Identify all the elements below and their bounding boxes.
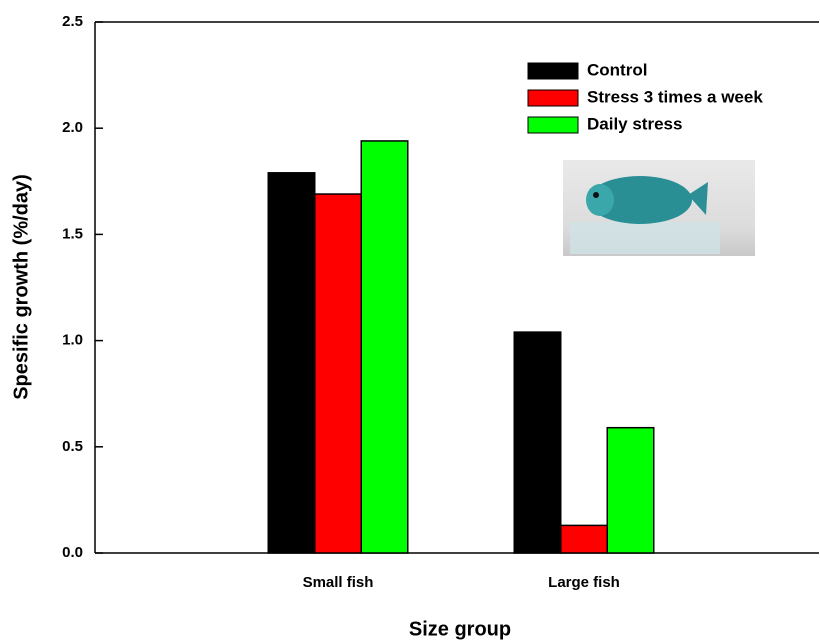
bar bbox=[560, 524, 608, 554]
bar bbox=[513, 331, 562, 554]
y-tick-label: 1.0 bbox=[62, 332, 83, 349]
legend-swatch bbox=[527, 116, 579, 134]
legend-swatch bbox=[527, 62, 579, 80]
y-tick-label: 1.5 bbox=[62, 225, 83, 242]
x-axis-title: Size group bbox=[409, 618, 511, 640]
fish-photo bbox=[563, 160, 755, 256]
legend-label: Stress 3 times a week bbox=[587, 87, 763, 106]
y-tick-label: 2.5 bbox=[62, 13, 83, 30]
y-tick-label: 2.0 bbox=[62, 119, 83, 136]
bar bbox=[314, 193, 362, 554]
y-axis-title: Spesific growth (%/day) bbox=[10, 174, 32, 400]
legend-label: Control bbox=[587, 60, 647, 79]
legend-swatch bbox=[527, 89, 579, 107]
bar bbox=[606, 426, 655, 554]
x-tick-label: Small fish bbox=[303, 574, 374, 591]
bar bbox=[360, 140, 409, 554]
y-tick-label: 0.5 bbox=[62, 438, 83, 455]
x-tick-label: Large fish bbox=[548, 574, 620, 591]
bar bbox=[267, 172, 316, 554]
y-tick-label: 0.0 bbox=[62, 544, 83, 561]
legend-label: Daily stress bbox=[587, 114, 682, 133]
